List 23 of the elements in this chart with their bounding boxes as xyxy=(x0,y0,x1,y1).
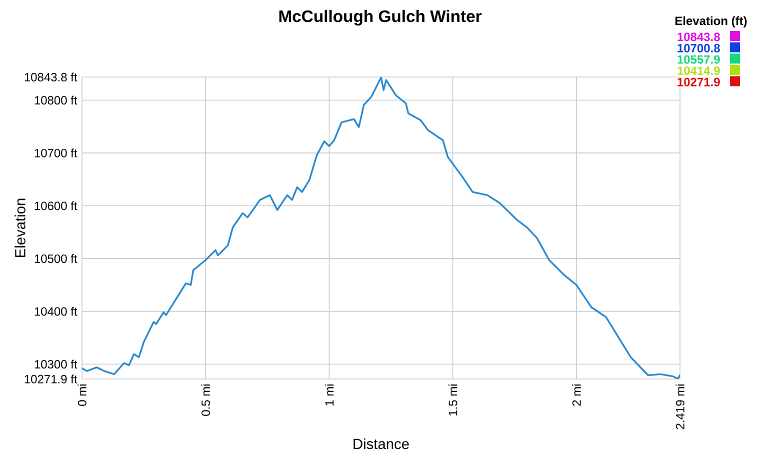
chart-title: McCullough Gulch Winter xyxy=(279,10,482,26)
color-bar-label: 10271.9 xyxy=(678,78,720,86)
x-tick-label: 0.5 mi xyxy=(201,384,210,416)
y-tick-label: 10300 ft xyxy=(34,360,78,369)
y-tick-label: 10600 ft xyxy=(34,201,78,210)
y-tick-label: 10843.8 ft xyxy=(24,72,78,82)
x-tick-label: 0 mi xyxy=(78,384,86,406)
color-bar-label: 10414.9 xyxy=(678,66,720,76)
y-tick-label: 10700 ft xyxy=(34,148,78,158)
y-axis-title: Elevation xyxy=(14,198,26,257)
y-tick-label: 10500 ft xyxy=(34,254,78,263)
y-tick-label: 10271.9 ft xyxy=(24,374,78,384)
color-bar-title: Elevation (ft) xyxy=(675,16,747,28)
x-tick-label: 1.5 mi xyxy=(448,384,458,416)
color-bar-label: 10700.8 xyxy=(678,44,720,52)
x-tick-label: 1 mi xyxy=(324,384,334,406)
color-bar-label: 10557.9 xyxy=(678,55,720,64)
x-tick-label: 2.419 mi xyxy=(676,384,684,430)
x-tick-label: 2 mi xyxy=(572,384,581,406)
color-bar-label: 10843.8 xyxy=(678,32,720,42)
x-axis-title: Distance xyxy=(354,438,409,450)
y-tick-label: 10800 ft xyxy=(34,96,78,105)
y-tick-label: 10400 ft xyxy=(34,306,78,316)
